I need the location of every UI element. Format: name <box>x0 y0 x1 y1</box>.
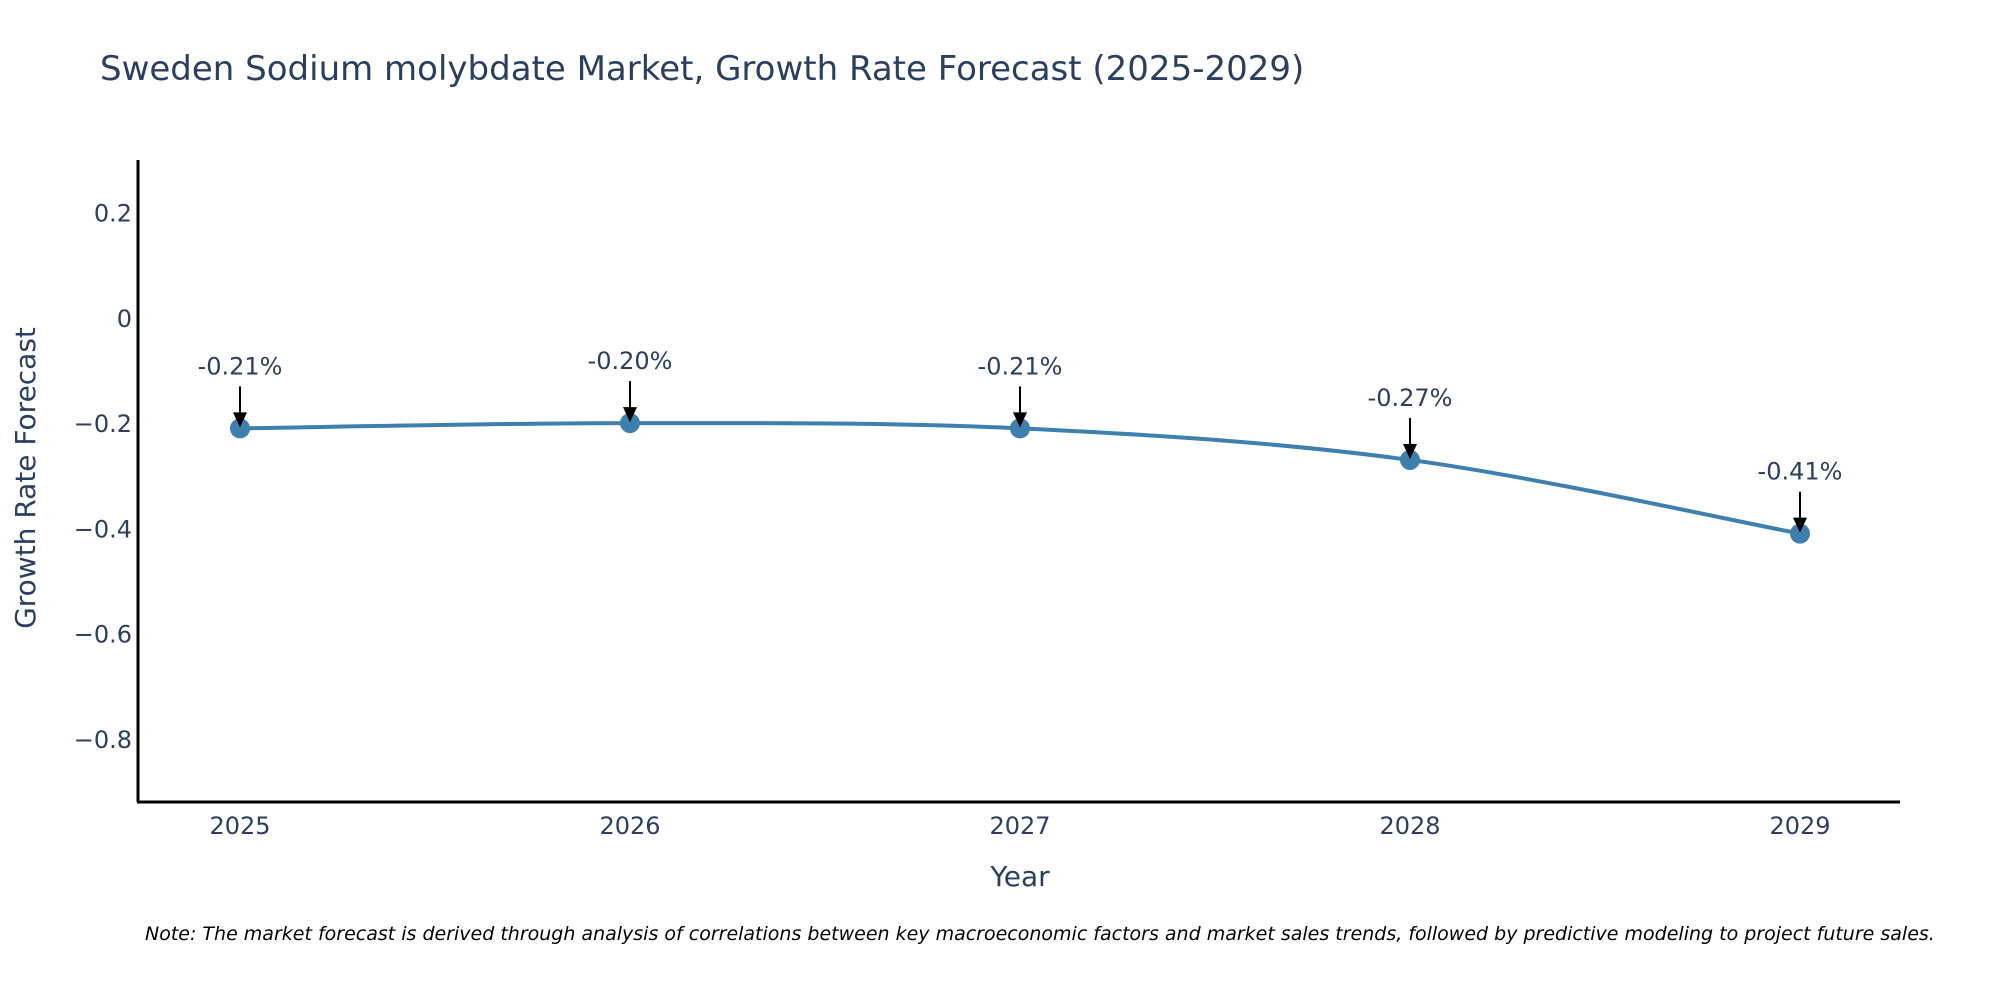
annotation-arrow-head <box>1403 443 1417 459</box>
annotation-arrow-head <box>623 407 637 423</box>
data-label: -0.27% <box>1368 384 1453 412</box>
x-axis-title: Year <box>989 860 1050 893</box>
y-tick-label: 0.2 <box>94 200 132 228</box>
data-point <box>1400 449 1420 470</box>
y-tick-label: 0 <box>117 305 132 333</box>
y-tick-label: −0.2 <box>74 410 132 438</box>
data-point <box>1010 418 1030 439</box>
x-tick-label: 2027 <box>989 812 1050 840</box>
data-point <box>230 418 250 439</box>
annotation-arrow-head <box>1793 517 1807 533</box>
data-label: -0.21% <box>198 352 283 380</box>
y-tick-label: −0.4 <box>74 515 132 543</box>
x-tick-label: 2028 <box>1379 812 1440 840</box>
data-point <box>620 413 640 434</box>
x-axis-ticks: 2025 2026 2027 2028 2029 <box>209 812 1830 840</box>
x-tick-label: 2026 <box>599 812 660 840</box>
y-axis-ticks: 0.2 0 −0.2 −0.4 −0.6 −0.8 <box>74 200 132 754</box>
y-tick-label: −0.6 <box>74 621 132 649</box>
data-point <box>1790 523 1810 544</box>
y-tick-label: −0.8 <box>74 726 132 754</box>
data-points <box>230 413 1810 544</box>
data-label: -0.41% <box>1758 458 1843 486</box>
x-tick-label: 2025 <box>209 812 270 840</box>
data-annotations: -0.21% -0.20% -0.21% -0.27% -0.41% <box>198 347 1843 533</box>
x-tick-label: 2029 <box>1769 812 1830 840</box>
data-label: -0.20% <box>588 347 673 375</box>
annotation-arrow-head <box>233 412 247 428</box>
annotation-arrow-head <box>1013 412 1027 428</box>
y-axis-title: Growth Rate Forecast <box>9 327 42 629</box>
chart-title: Sweden Sodium molybdate Market, Growth R… <box>100 49 1304 89</box>
data-label: -0.21% <box>978 352 1063 380</box>
series-line <box>239 421 1801 536</box>
footnote: Note: The market forecast is derived thr… <box>145 923 1935 945</box>
